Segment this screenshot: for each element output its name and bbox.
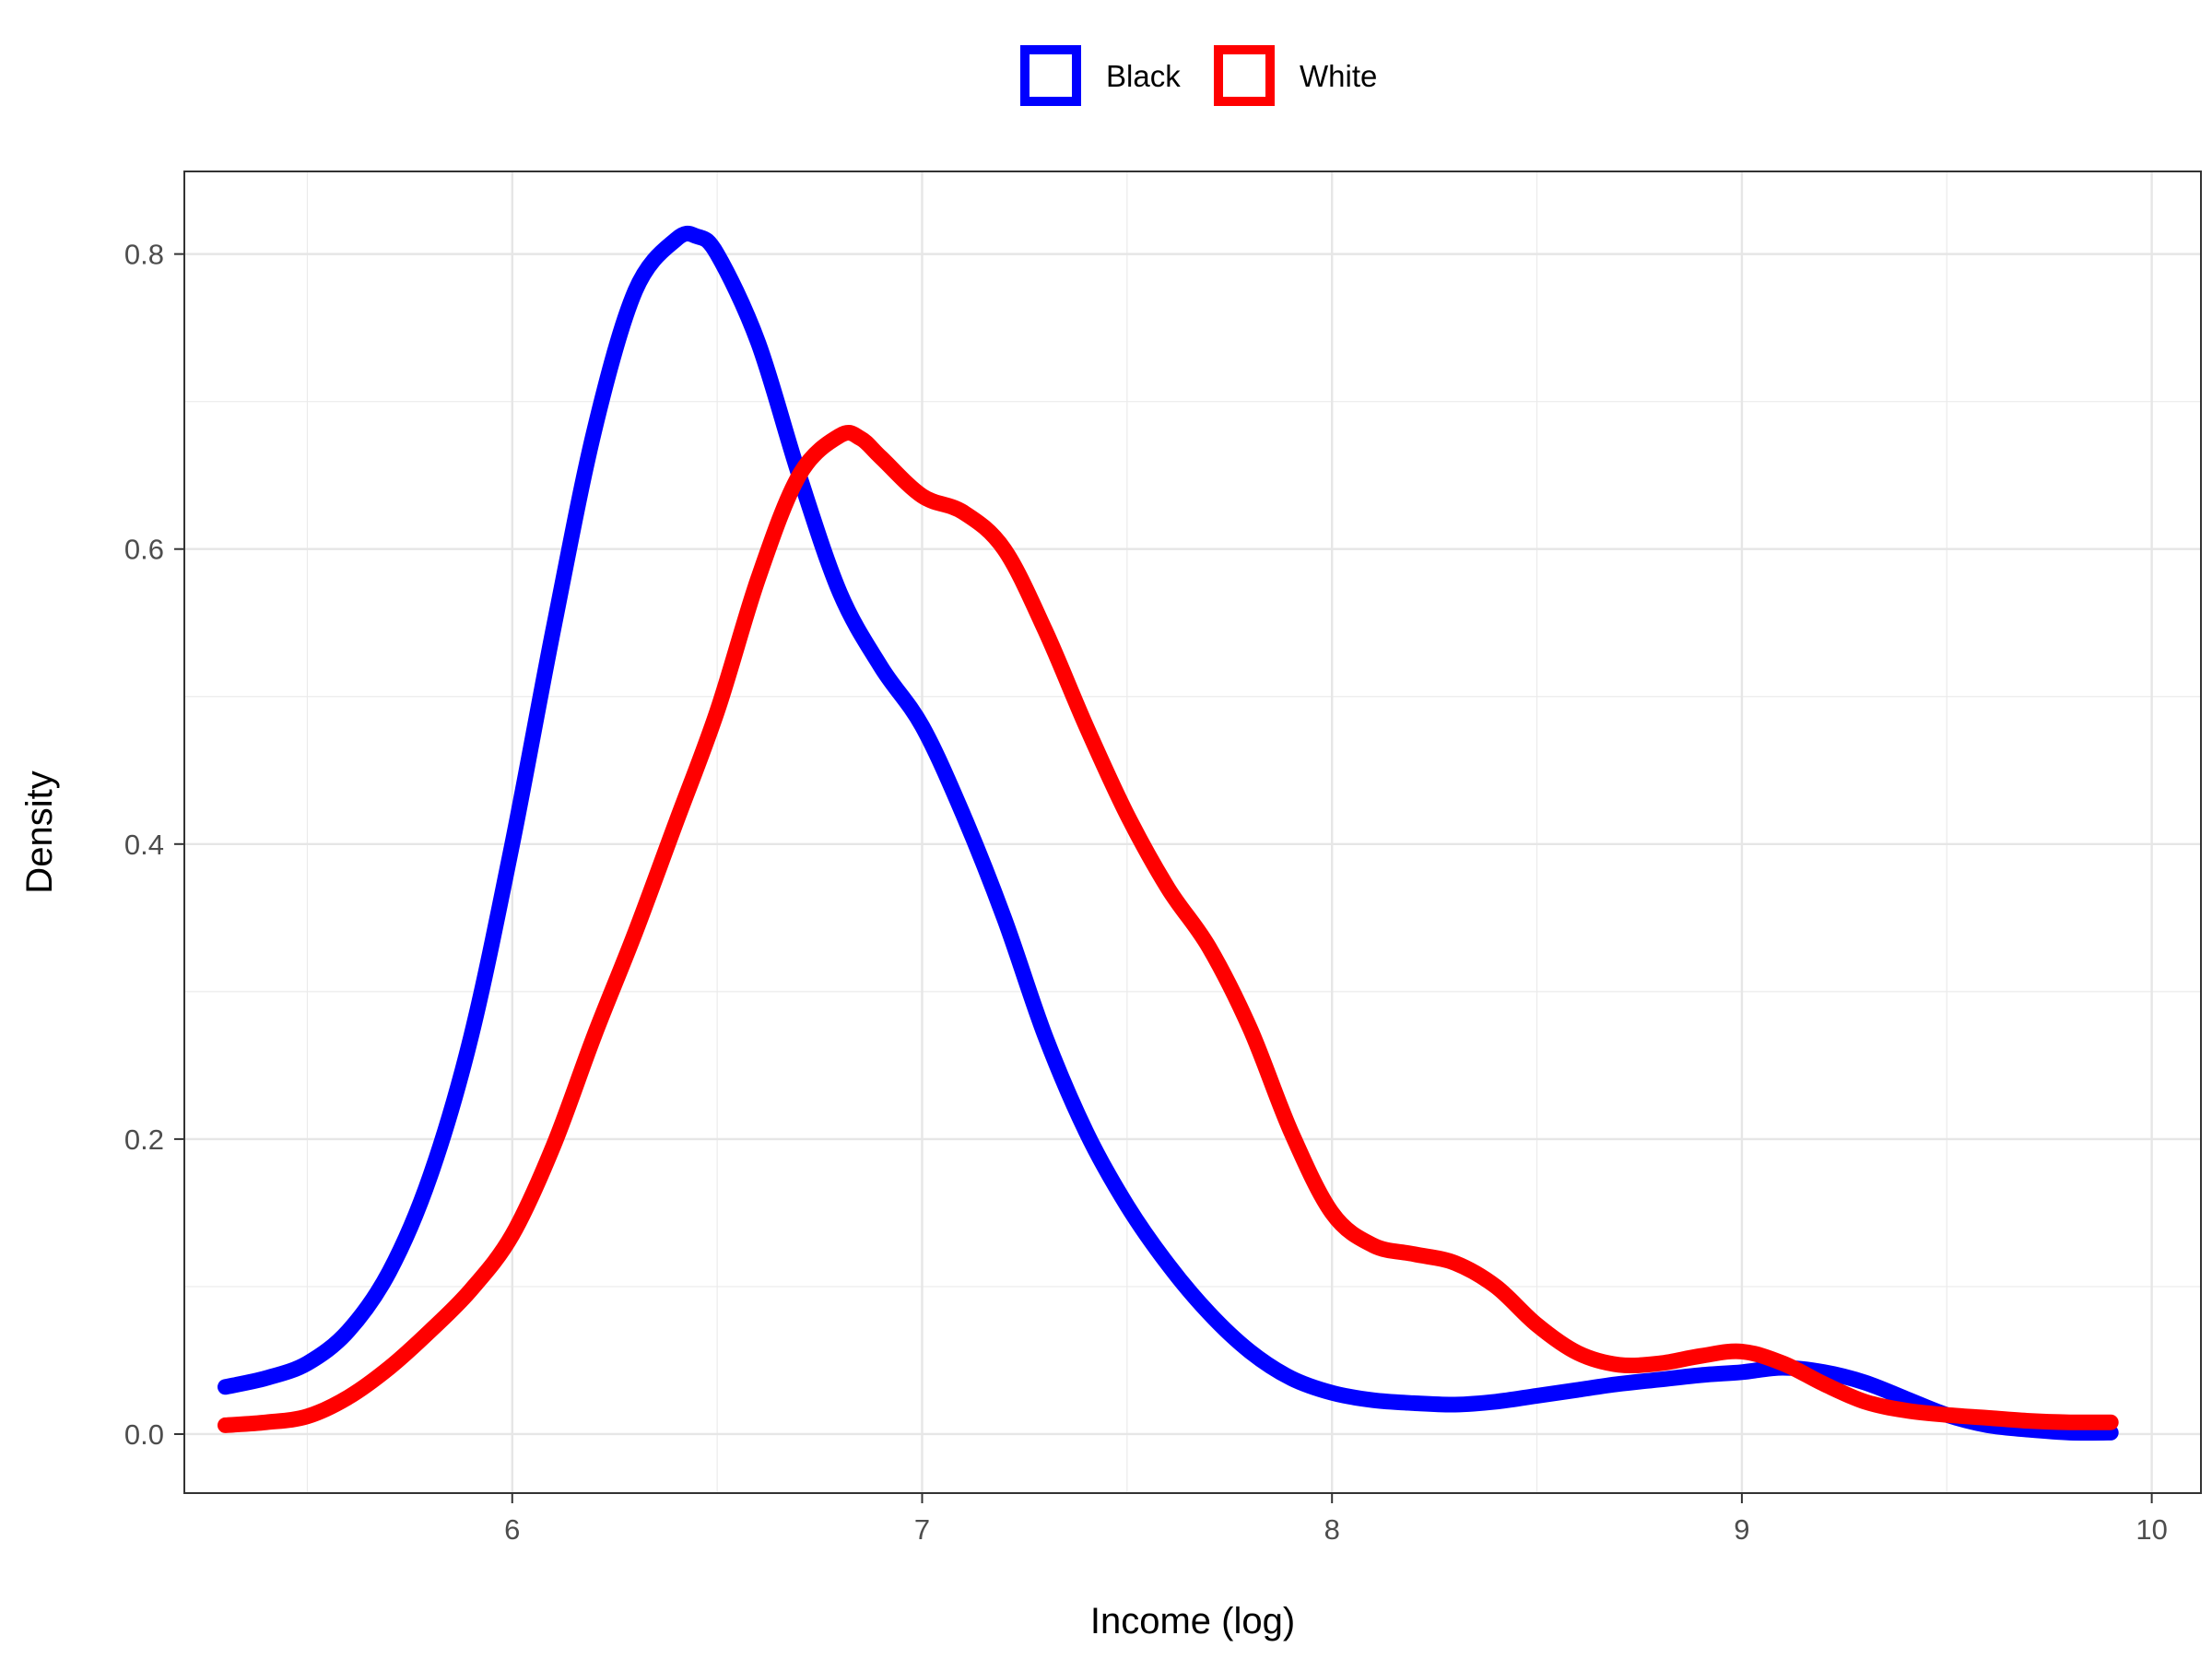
y-tick-label: 0.6 (124, 534, 164, 566)
x-tick-label: 9 (1734, 1513, 1749, 1546)
x-tick-label: 6 (504, 1513, 520, 1546)
x-tick-label: 7 (914, 1513, 930, 1546)
x-tick-label: 8 (1324, 1513, 1340, 1546)
y-tick-label: 0.8 (124, 239, 164, 271)
series-line-black (218, 225, 2119, 1441)
legend-key-white (1214, 45, 1275, 106)
y-tick-label: 0.2 (124, 1124, 164, 1156)
panel-border (183, 171, 2202, 1494)
y-tick-labels: 0.0 0.2 0.4 0.6 0.8 (124, 239, 164, 1451)
legend: Black White (1020, 45, 1377, 106)
legend-label-black: Black (1106, 59, 1181, 93)
y-axis-title: Density (19, 771, 60, 893)
x-axis-title: Income (log) (1090, 1601, 1295, 1641)
legend-label-white: White (1300, 59, 1377, 93)
x-tick-labels: 6 7 8 9 10 (504, 1513, 2168, 1546)
series-line-white (218, 425, 2119, 1433)
y-tick-label: 0.0 (124, 1418, 164, 1451)
y-tick-label: 0.4 (124, 829, 164, 861)
major-gridlines (184, 171, 2201, 1493)
series-layer (218, 225, 2119, 1441)
axis-ticks (174, 253, 2153, 1503)
x-tick-label: 10 (2136, 1513, 2167, 1546)
legend-key-black (1020, 45, 1081, 106)
